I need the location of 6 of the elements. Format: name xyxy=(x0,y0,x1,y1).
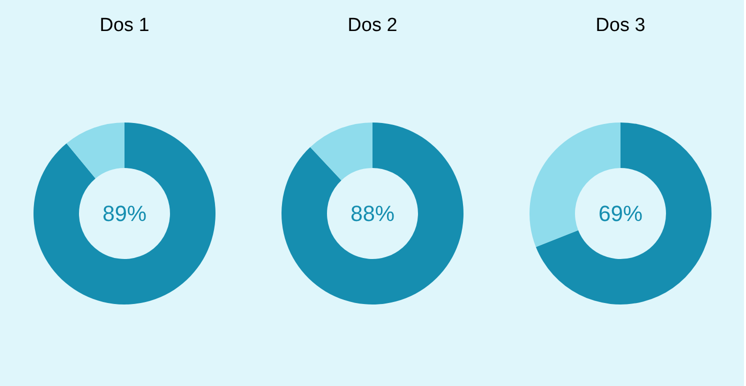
chart-title: Dos 3 xyxy=(596,15,646,36)
text: 69% xyxy=(598,201,643,226)
text: 89% xyxy=(102,201,147,226)
chart-title: Dos 2 xyxy=(348,15,398,36)
text: 88% xyxy=(350,201,395,226)
chart-title: Dos 1 xyxy=(100,15,150,36)
